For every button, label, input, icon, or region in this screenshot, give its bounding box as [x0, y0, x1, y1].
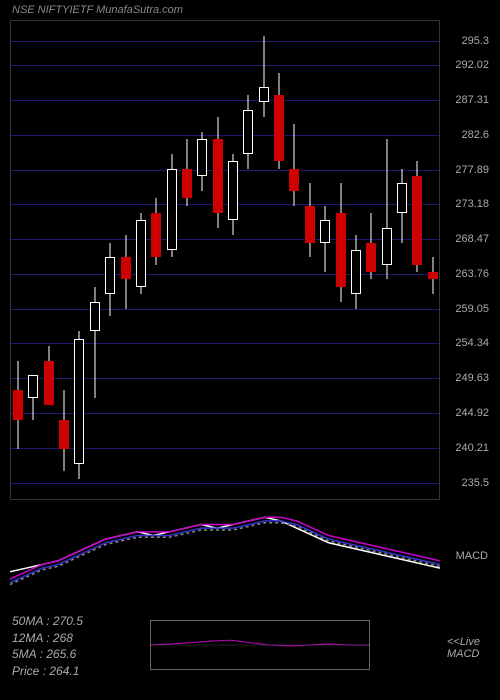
- y-axis-label: 249.63: [455, 372, 489, 384]
- live-label: <<Live MACD: [447, 636, 480, 660]
- grid-line: [11, 100, 439, 101]
- y-axis-label: 295.3: [461, 35, 489, 47]
- price-readout: Price : 264.1: [12, 663, 83, 680]
- y-axis-label: 254.34: [455, 337, 489, 349]
- y-axis-label: 235.5: [461, 477, 489, 489]
- ma50-readout: 50MA : 270.5: [12, 613, 83, 630]
- grid-line: [11, 170, 439, 171]
- y-axis-label: 292.02: [455, 59, 489, 71]
- grid-line: [11, 41, 439, 42]
- grid-line: [11, 274, 439, 275]
- y-axis-label: 273.18: [455, 198, 489, 210]
- inset-mini-chart: [150, 620, 370, 670]
- grid-line: [11, 239, 439, 240]
- grid-line: [11, 483, 439, 484]
- grid-line: [11, 204, 439, 205]
- chart-header: NSE NIFTYIETF MunafaSutra.com: [12, 4, 183, 16]
- y-axis-label: 244.92: [455, 407, 489, 419]
- grid-line: [11, 65, 439, 66]
- macd-indicator-panel: MACD: [10, 510, 440, 590]
- indicator-readout: 50MA : 270.5 12MA : 268 5MA : 265.6 Pric…: [12, 613, 83, 680]
- grid-line: [11, 309, 439, 310]
- y-axis-label: 277.89: [455, 164, 489, 176]
- y-axis-label: 287.31: [455, 94, 489, 106]
- y-axis-label: 240.21: [455, 442, 489, 454]
- ma12-readout: 12MA : 268: [12, 630, 83, 647]
- grid-line: [11, 135, 439, 136]
- y-axis-label: 259.05: [455, 303, 489, 315]
- y-axis-label: 263.76: [455, 268, 489, 280]
- macd-label: MACD: [456, 550, 488, 562]
- y-axis-label: 282.6: [461, 129, 489, 141]
- candlestick-chart: 295.3292.02287.31282.6277.89273.18268.47…: [10, 20, 440, 500]
- ma5-readout: 5MA : 265.6: [12, 646, 83, 663]
- y-axis-label: 268.47: [455, 233, 489, 245]
